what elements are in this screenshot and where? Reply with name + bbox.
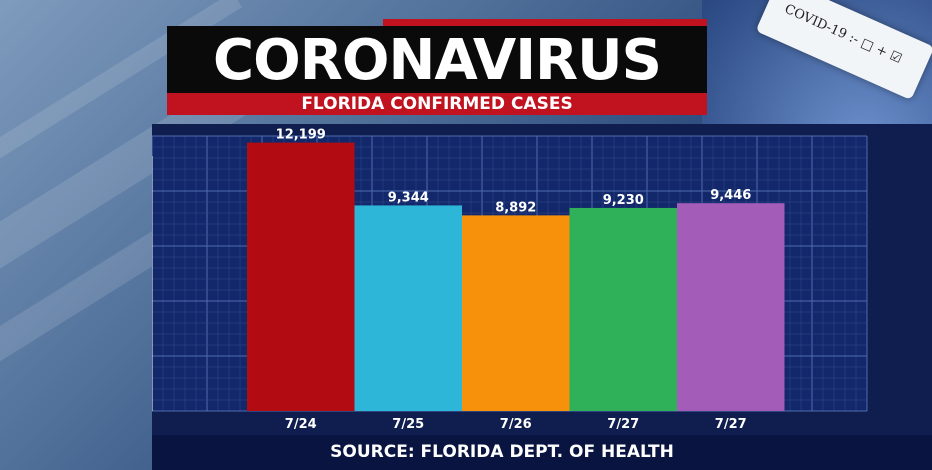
x-tick-label: 7/24 bbox=[285, 417, 317, 432]
source-footer: SOURCE: FLORIDA DEPT. OF HEALTH bbox=[152, 435, 932, 470]
subtitle-banner: FLORIDA CONFIRMED CASES bbox=[167, 93, 707, 115]
data-label: 9,344 bbox=[388, 190, 429, 205]
x-tick-label: 7/27 bbox=[607, 417, 639, 432]
x-tick-label: 7/26 bbox=[500, 417, 532, 432]
bar bbox=[677, 203, 785, 411]
source-text: SOURCE: FLORIDA DEPT. OF HEALTH bbox=[330, 442, 674, 462]
bar bbox=[247, 142, 355, 411]
title-accent-bar bbox=[383, 19, 707, 26]
bar bbox=[462, 215, 570, 411]
bar-chart: 12,199 7/24 9,344 7/25 8,892 7/26 9,230 7/27 9,4… bbox=[152, 128, 868, 432]
title-banner: CORONAVIRUS bbox=[167, 26, 707, 96]
x-tick-label: 7/27 bbox=[715, 417, 747, 432]
data-label: 9,230 bbox=[603, 193, 644, 208]
data-label: 8,892 bbox=[495, 200, 536, 215]
chart-subtitle: FLORIDA CONFIRMED CASES bbox=[301, 94, 573, 114]
data-label: 9,446 bbox=[710, 188, 751, 203]
chart-panel: 12,199 7/24 9,344 7/25 8,892 7/26 9,230 7/27 9,4… bbox=[152, 124, 932, 470]
bar bbox=[569, 207, 677, 411]
data-label: 12,199 bbox=[276, 128, 326, 143]
x-tick-label: 7/25 bbox=[392, 417, 424, 432]
bar bbox=[354, 205, 462, 411]
page-title: CORONAVIRUS bbox=[213, 28, 662, 93]
